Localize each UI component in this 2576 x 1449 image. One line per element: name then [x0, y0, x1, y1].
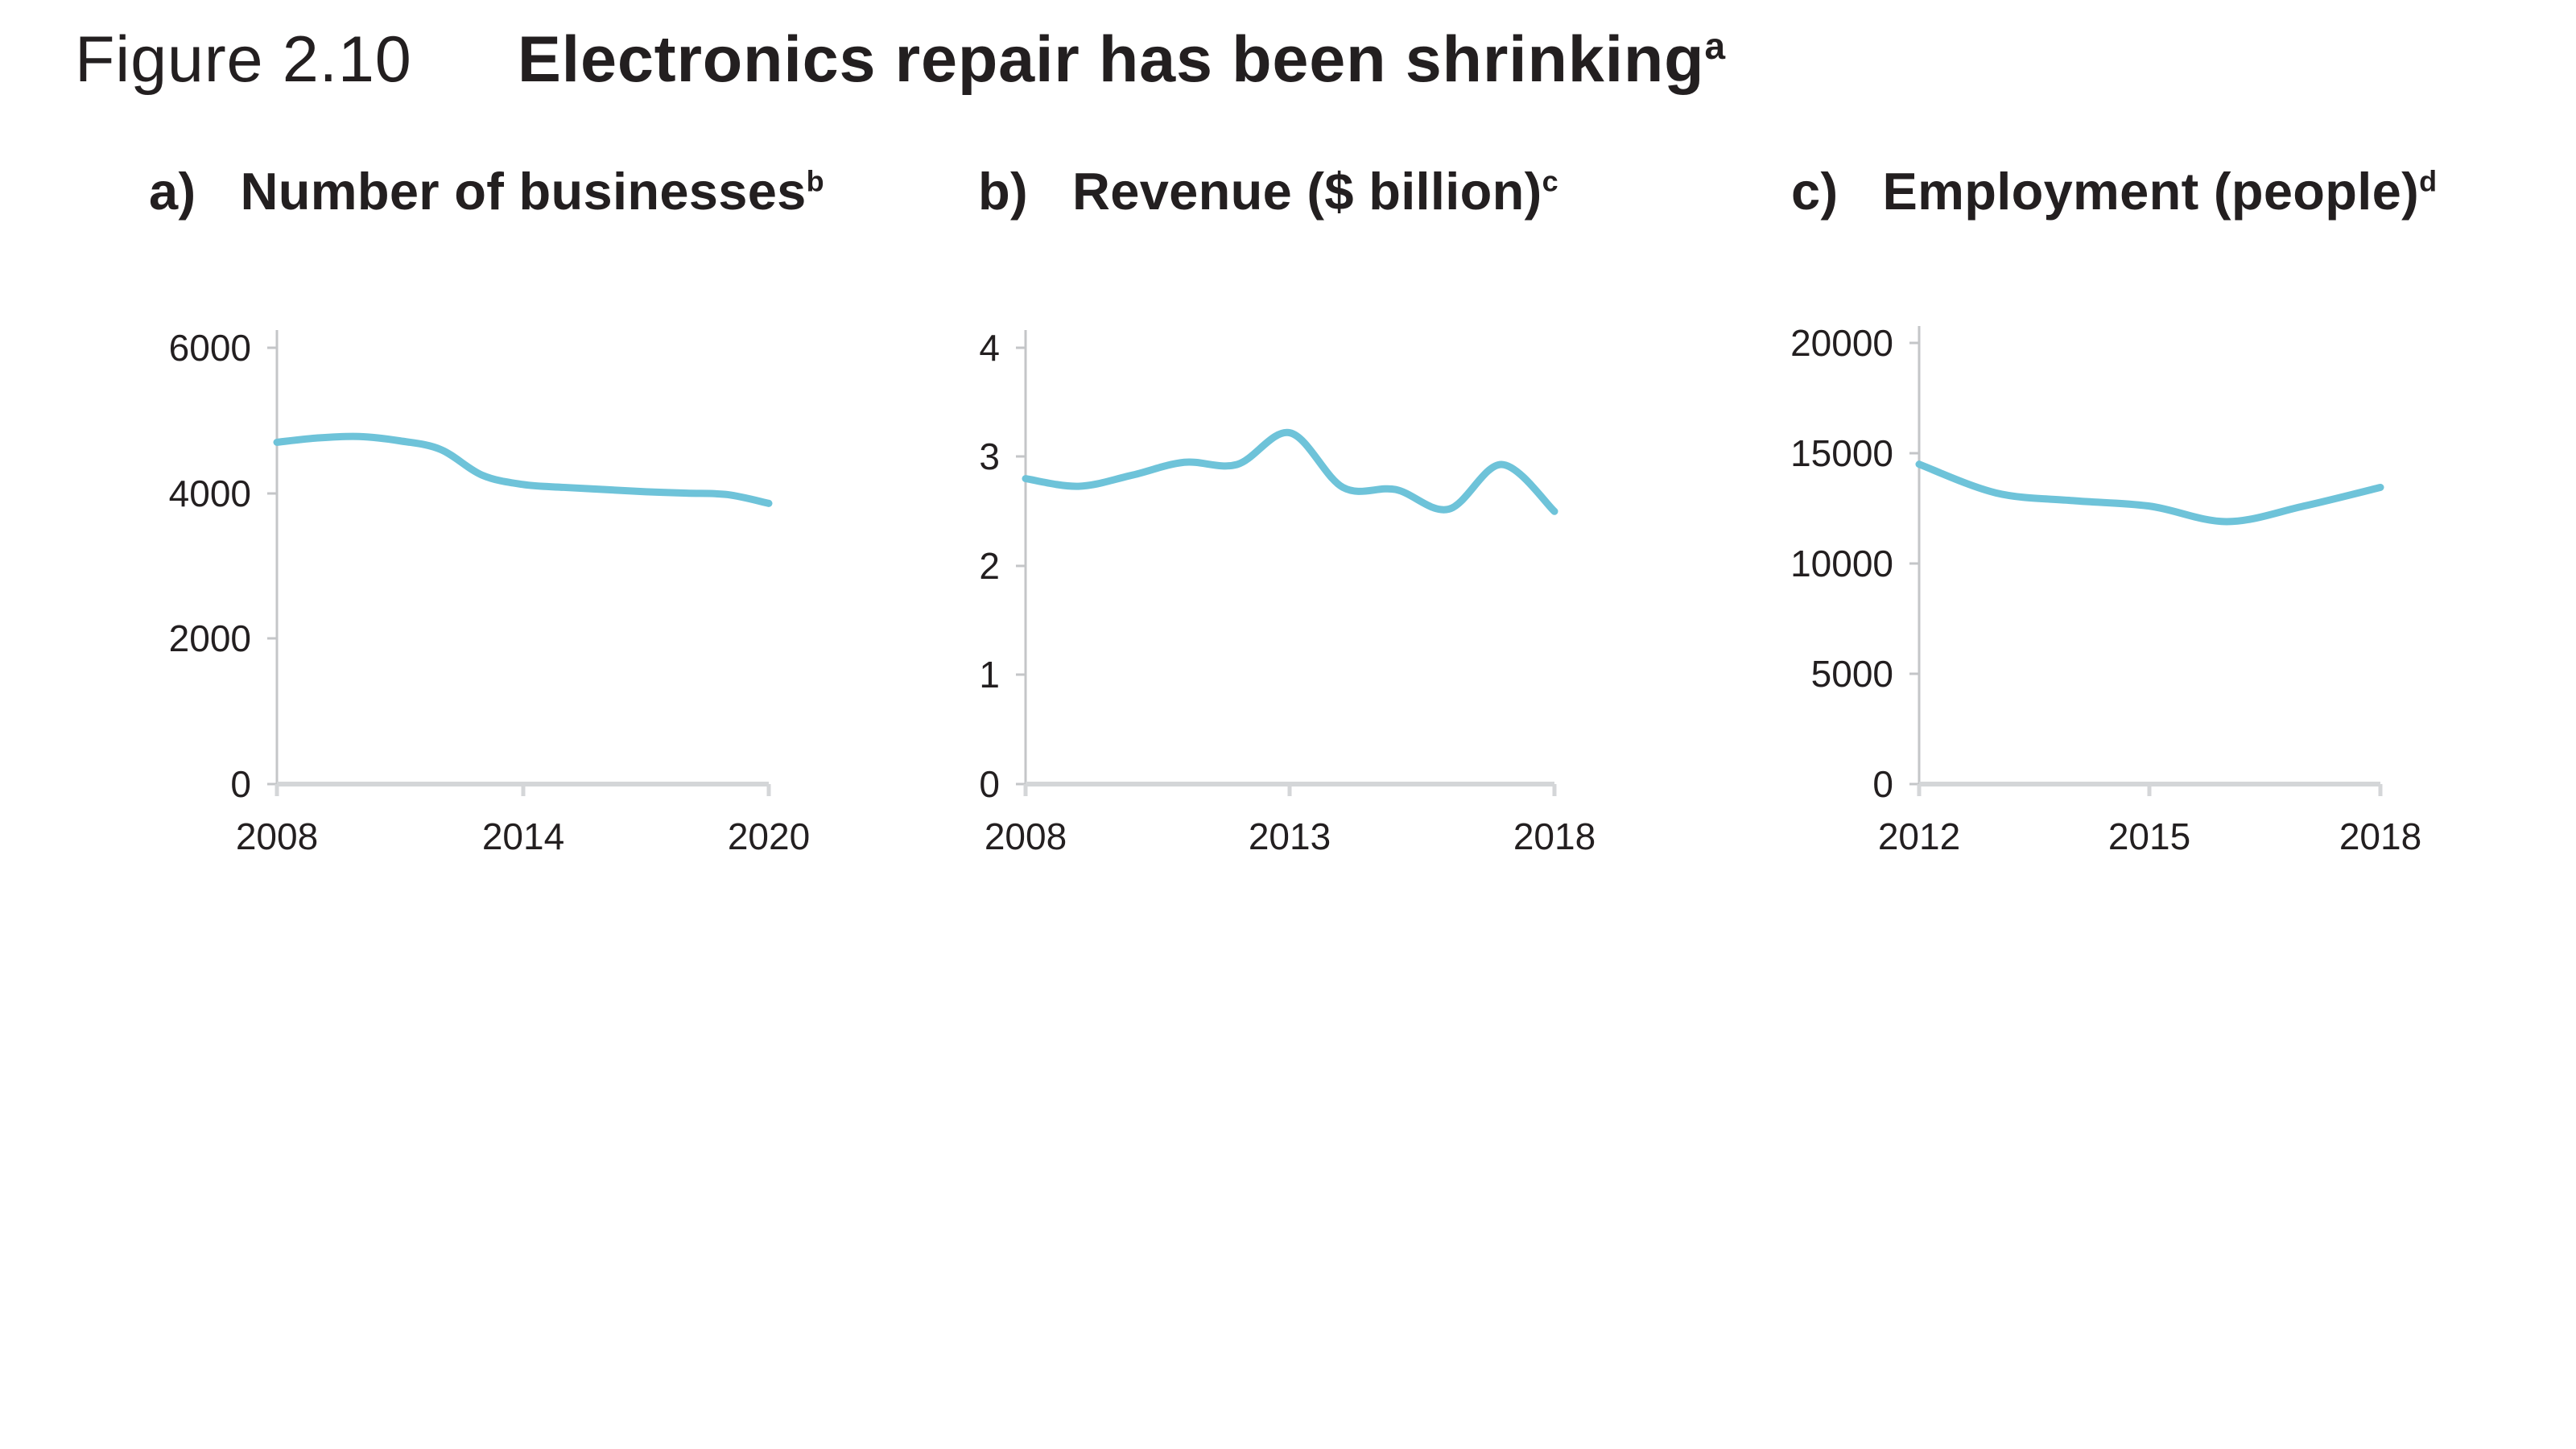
svg-text:2008: 2008: [236, 815, 318, 857]
svg-text:2000: 2000: [169, 617, 251, 659]
svg-text:2008: 2008: [985, 815, 1067, 857]
svg-text:5000: 5000: [1811, 653, 1893, 695]
svg-text:1: 1: [979, 654, 1000, 696]
svg-text:2015: 2015: [2108, 815, 2190, 857]
svg-text:0: 0: [230, 763, 251, 805]
svg-text:2018: 2018: [2339, 815, 2421, 857]
svg-text:3: 3: [979, 436, 1000, 477]
svg-text:15000: 15000: [1790, 432, 1893, 474]
svg-text:4: 4: [979, 327, 1000, 369]
svg-text:0: 0: [1872, 763, 1893, 805]
svg-text:6000: 6000: [169, 327, 251, 369]
svg-text:2: 2: [979, 545, 1000, 587]
svg-text:20000: 20000: [1790, 322, 1893, 364]
svg-text:2012: 2012: [1878, 815, 1960, 857]
svg-text:10000: 10000: [1790, 543, 1893, 584]
svg-text:2018: 2018: [1513, 815, 1596, 857]
svg-text:0: 0: [979, 763, 1000, 805]
svg-text:4000: 4000: [169, 473, 251, 514]
svg-text:2013: 2013: [1249, 815, 1331, 857]
svg-text:2014: 2014: [482, 815, 564, 857]
svg-text:2020: 2020: [728, 815, 810, 857]
